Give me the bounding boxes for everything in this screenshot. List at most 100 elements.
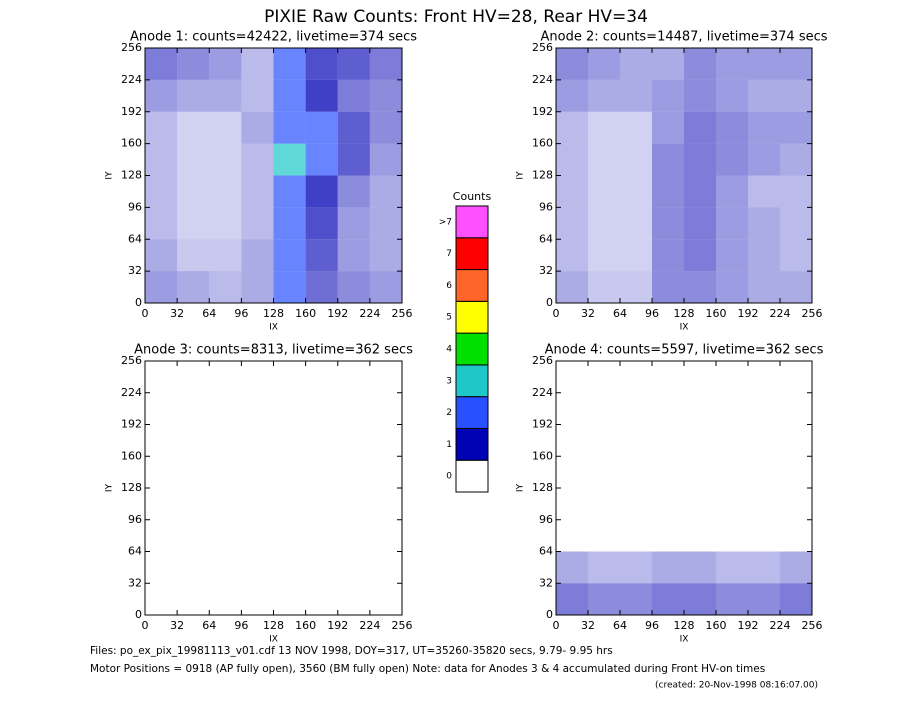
heat-cell (684, 583, 716, 615)
y-tick-label: 96 (539, 200, 553, 213)
x-tick-label: 256 (392, 619, 413, 632)
heat-cell (273, 488, 306, 520)
note: Files: po_ex_pix_19981113_v01.cdf 13 NOV… (90, 645, 613, 657)
heat-cell (337, 551, 370, 584)
heat-cell (305, 583, 338, 615)
heat-cell (588, 111, 620, 144)
heat-cell (241, 424, 274, 457)
heat-cell (337, 207, 370, 240)
x-tick-label: 0 (142, 307, 149, 320)
y-tick-label: 64 (539, 545, 553, 558)
heat-cell (780, 239, 812, 272)
heat-cell (177, 456, 210, 488)
heat-cell (716, 111, 748, 144)
heat-cell (209, 488, 242, 520)
heat-cell (684, 551, 716, 584)
x-tick-label: 160 (706, 619, 727, 632)
x-tick-label: 224 (359, 307, 380, 320)
heat-cell (588, 239, 620, 272)
colorbar-label: 3 (446, 376, 452, 386)
heat-cell (273, 424, 306, 457)
heat-cell (748, 271, 780, 303)
heat-cell (652, 239, 684, 272)
heat-cell (620, 111, 652, 144)
heat-cell (369, 392, 402, 425)
heat-cell (305, 271, 338, 303)
colorbar-swatch (455, 427, 489, 461)
heat-cell (748, 456, 780, 488)
x-tick-label: 224 (770, 307, 791, 320)
heat-cell (652, 207, 684, 240)
heat-cell (620, 361, 652, 393)
colorbar-swatch (455, 396, 489, 429)
heat-cell (620, 519, 652, 552)
heat-cell (145, 424, 178, 457)
heat-cell (652, 361, 684, 393)
heat-cell (241, 519, 274, 552)
colorbar-label: 0 (446, 472, 452, 482)
x-tick-label: 128 (263, 619, 284, 632)
x-tick-label: 192 (738, 307, 759, 320)
heat-cell (684, 143, 716, 176)
y-tick-label: 192 (532, 105, 553, 118)
heat-cell (369, 239, 402, 272)
colorbar-label: 2 (446, 408, 452, 418)
y-tick-label: 224 (121, 73, 142, 86)
heat-cell (780, 111, 812, 144)
heat-cell (177, 111, 210, 144)
heat-cell (209, 456, 242, 488)
heat-cell (556, 424, 588, 457)
heat-cell (273, 207, 306, 240)
heat-cell (177, 207, 210, 240)
colorbar-label: 1 (446, 440, 452, 450)
x-tick-label: 64 (202, 307, 216, 320)
x-tick-label: 160 (295, 619, 316, 632)
heat-cell (748, 48, 780, 80)
heat-cell (241, 207, 274, 240)
heat-cell (588, 519, 620, 552)
heat-cell (748, 239, 780, 272)
y-tick-label: 32 (539, 576, 553, 589)
heat-cell (588, 48, 620, 80)
heat-cell (652, 79, 684, 112)
heat-cell (716, 519, 748, 552)
heat-cell (684, 271, 716, 303)
heat-cell (684, 519, 716, 552)
heat-cell (241, 79, 274, 112)
colorbar-swatch (455, 459, 489, 493)
heat-cell (145, 239, 178, 272)
heat-cell (273, 79, 306, 112)
heat-cell (241, 48, 274, 80)
chart-title: PIXIE Raw Counts: Front HV=28, Rear HV=3… (264, 7, 648, 27)
x-tick-label: 128 (674, 619, 695, 632)
heat-cell (652, 519, 684, 552)
heat-cell (716, 361, 748, 393)
x-tick-label: 192 (327, 619, 348, 632)
x-tick-label: 0 (142, 619, 149, 632)
y-tick-label: 96 (128, 513, 142, 526)
heat-cell (273, 456, 306, 488)
heat-cell (369, 207, 402, 240)
y-axis-label: IY (516, 483, 526, 492)
x-tick-label: 224 (359, 619, 380, 632)
y-axis-label: IY (516, 171, 526, 180)
heat-cell (556, 79, 588, 112)
x-tick-label: 128 (263, 307, 284, 320)
x-tick-label: 64 (613, 307, 627, 320)
heat-cell (177, 79, 210, 112)
heat-cell (241, 239, 274, 272)
heat-cell (780, 519, 812, 552)
y-tick-label: 0 (546, 296, 553, 309)
y-tick-label: 0 (135, 608, 142, 621)
heat-cell (588, 488, 620, 520)
heat-cell (588, 143, 620, 176)
heat-cell (305, 239, 338, 272)
heat-cell (556, 239, 588, 272)
heat-cell (684, 207, 716, 240)
heat-cell (780, 175, 812, 208)
y-tick-label: 32 (128, 576, 142, 589)
heat-cell (305, 519, 338, 552)
x-axis-label: IX (680, 323, 689, 333)
heat-cell (748, 583, 780, 615)
heat-cell (305, 111, 338, 144)
